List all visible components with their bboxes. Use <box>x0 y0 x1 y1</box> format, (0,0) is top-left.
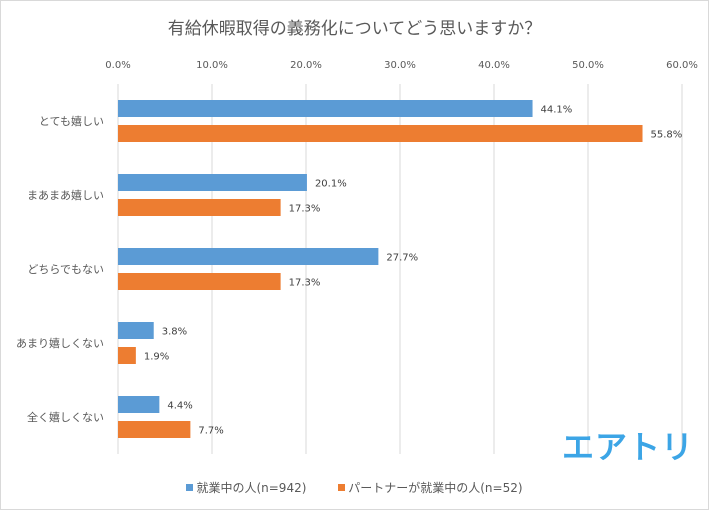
legend-item-series-2: パートナーが就業中の人(n=52) <box>338 479 523 496</box>
bar-series-1 <box>118 174 307 191</box>
data-label: 7.7% <box>198 426 223 437</box>
category-label: 全く嬉しくない <box>27 410 104 424</box>
bar-series-1 <box>118 248 379 265</box>
legend-swatch-series-2 <box>338 484 346 491</box>
category-label: どちらでもない <box>27 263 104 276</box>
data-label: 17.3% <box>289 278 321 289</box>
data-label: 4.4% <box>167 401 192 412</box>
legend-label-series-1: 就業中の人(n=942) <box>196 481 307 495</box>
x-tick-label: 60.0% <box>666 60 698 71</box>
legend-item-series-1: 就業中の人(n=942) <box>186 479 306 496</box>
bar-series-2 <box>118 421 191 438</box>
legend-label-series-2: パートナーが就業中の人(n=52) <box>348 481 523 495</box>
x-tick-label: 40.0% <box>478 60 510 71</box>
category-label: とても嬉しい <box>39 114 104 128</box>
bar-series-1 <box>118 396 160 413</box>
x-tick-label: 20.0% <box>290 60 322 71</box>
data-label: 17.3% <box>289 204 321 215</box>
x-tick-label: 50.0% <box>572 60 604 71</box>
data-label: 1.9% <box>144 352 169 363</box>
legend-swatch-series-1 <box>186 484 194 491</box>
bar-series-2 <box>118 199 281 216</box>
data-label: 3.8% <box>162 327 187 338</box>
bar-series-2 <box>118 347 136 364</box>
x-tick-label: 10.0% <box>196 60 228 71</box>
bar-series-2 <box>118 273 281 290</box>
x-tick-label: 0.0% <box>105 60 130 71</box>
category-label: あまり嬉しくない <box>16 336 104 350</box>
bar-series-1 <box>118 322 154 339</box>
chart-title: 有給休暇取得の義務化についてどう思いますか？ <box>167 19 542 39</box>
legend: 就業中の人(n=942) パートナーが就業中の人(n=52) <box>0 479 709 496</box>
data-label: 44.1% <box>541 105 573 116</box>
airtrip-logo: エアトリ <box>562 428 695 466</box>
data-label: 55.8% <box>651 130 683 141</box>
bar-series-2 <box>118 125 643 142</box>
category-label: まあまあ嬉しい <box>27 188 104 202</box>
data-label: 20.1% <box>315 179 347 190</box>
x-tick-label: 30.0% <box>384 60 416 71</box>
data-label: 27.7% <box>386 253 418 264</box>
bar-series-1 <box>118 100 533 117</box>
